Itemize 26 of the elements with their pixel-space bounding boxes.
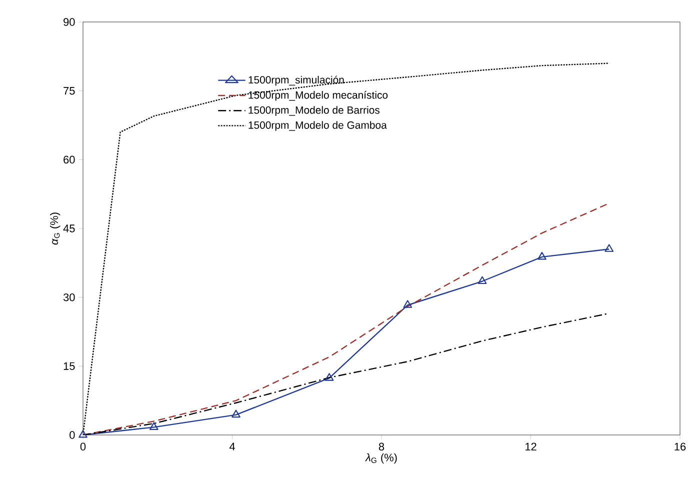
y-axis-title: α$_{G}$ (%) xyxy=(50,212,60,245)
legend-label: 1500rpm_Modelo de Barrios xyxy=(248,106,380,116)
y-tick-label: 60 xyxy=(64,156,75,164)
point xyxy=(604,244,614,252)
legend-label: 1500rpm_Modelo mecanístico xyxy=(248,90,388,101)
point xyxy=(478,276,487,284)
x-axis-title: λ$_{G}$ (%) xyxy=(365,453,397,464)
point xyxy=(232,410,240,418)
y-tick-label: 90 xyxy=(64,18,75,26)
x-tick-label: 0 xyxy=(80,442,86,451)
point xyxy=(324,373,334,381)
point xyxy=(538,252,546,260)
y-tick-label: 15 xyxy=(64,362,75,370)
y-tick-label: 45 xyxy=(63,224,75,232)
y-tick-label: 0 xyxy=(70,431,75,439)
y-tick-label: 75 xyxy=(64,87,75,95)
y-tick-label: 30 xyxy=(63,293,75,302)
x-tick-label: 16 xyxy=(674,442,686,451)
legend-label: 1500rpm_Modelo de Gamboa xyxy=(248,121,387,131)
x-tick-label: 12 xyxy=(525,442,536,450)
x-tick-label: 8 xyxy=(378,442,384,451)
point xyxy=(149,422,158,430)
point xyxy=(403,300,412,308)
legend-label: 1500rpm_simulación xyxy=(248,76,344,86)
x-tick-label: 4 xyxy=(229,442,235,450)
point xyxy=(78,430,88,438)
